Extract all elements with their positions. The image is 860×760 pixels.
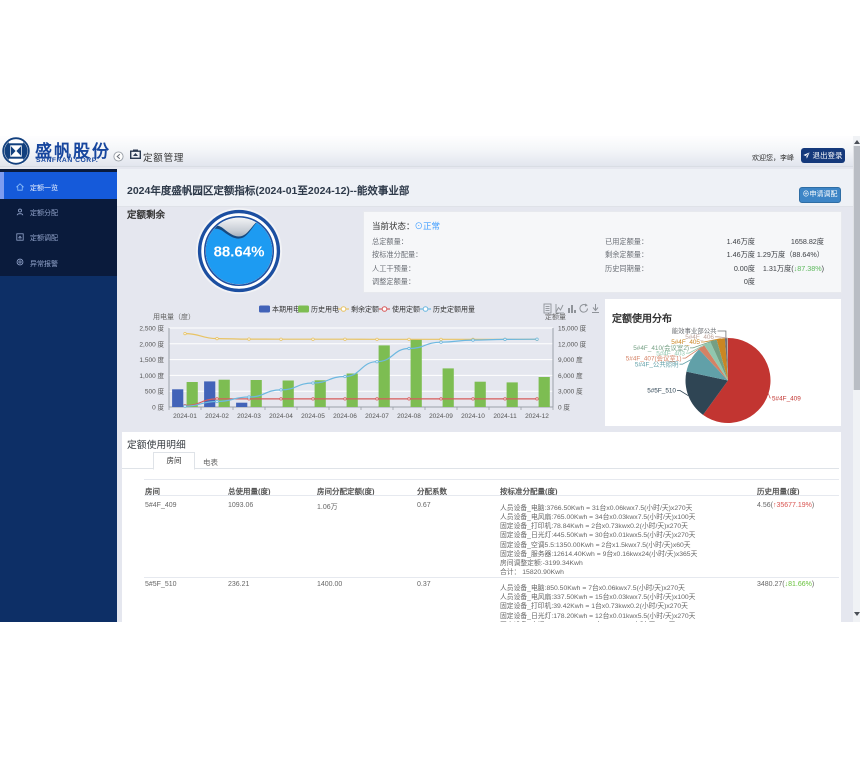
svg-text:定额量: 定额量 [545,312,566,321]
svg-text:5#5F_510: 5#5F_510 [647,388,676,395]
svg-text:5#4F_409: 5#4F_409 [772,396,801,403]
svg-text:2024-07: 2024-07 [365,413,389,420]
svg-text:88.64%: 88.64% [214,244,265,261]
svg-text:历史定额用量: 历史定额用量 [433,305,475,314]
svg-text:9,000 度: 9,000 度 [558,355,583,364]
svg-text:2024-12: 2024-12 [525,413,549,420]
svg-text:2024-05: 2024-05 [301,413,325,420]
svg-text:0 度: 0 度 [558,403,570,412]
svg-text:2024-11: 2024-11 [493,413,517,420]
svg-text:2,000 度: 2,000 度 [139,339,164,348]
svg-text:1,500 度: 1,500 度 [139,355,164,364]
svg-text:2024-04: 2024-04 [269,413,293,420]
svg-text:6,000 度: 6,000 度 [558,371,583,380]
svg-text:2024-10: 2024-10 [461,413,485,420]
svg-text:5#4F_405: 5#4F_405 [671,339,700,346]
svg-text:本期用电: 本期用电 [272,305,300,314]
svg-text:5#4F_403: 5#4F_403 [656,350,685,357]
svg-text:5#4F_406: 5#4F_406 [685,334,714,341]
svg-text:2024-02: 2024-02 [205,413,229,420]
svg-text:12,000 度: 12,000 度 [558,339,587,348]
svg-text:500 度: 500 度 [145,387,165,396]
svg-text:15,000 度: 15,000 度 [558,324,587,333]
svg-text:3,000 度: 3,000 度 [558,387,583,396]
svg-text:历史用电: 历史用电 [311,305,339,314]
svg-text:2024-08: 2024-08 [397,413,421,420]
svg-text:2024-06: 2024-06 [333,413,357,420]
svg-text:0 度: 0 度 [152,403,164,412]
svg-text:2024-09: 2024-09 [429,413,453,420]
svg-text:能效事业部公共: 能效事业部公共 [672,326,717,335]
svg-text:使用定额: 使用定额 [392,305,420,314]
svg-text:2024-03: 2024-03 [237,413,261,420]
svg-text:2024-01: 2024-01 [173,413,197,420]
svg-text:用电量（度）: 用电量（度） [153,312,195,321]
svg-text:5#4F_公共照明: 5#4F_公共照明 [635,359,679,368]
svg-text:5#4F_407(会议室1): 5#4F_407(会议室1) [626,353,682,362]
svg-text:2,500 度: 2,500 度 [139,324,164,333]
svg-text:5#4F_410(会议室2): 5#4F_410(会议室2) [633,343,689,352]
svg-text:1,000 度: 1,000 度 [139,371,164,380]
svg-text:剩余定额: 剩余定额 [351,305,379,314]
